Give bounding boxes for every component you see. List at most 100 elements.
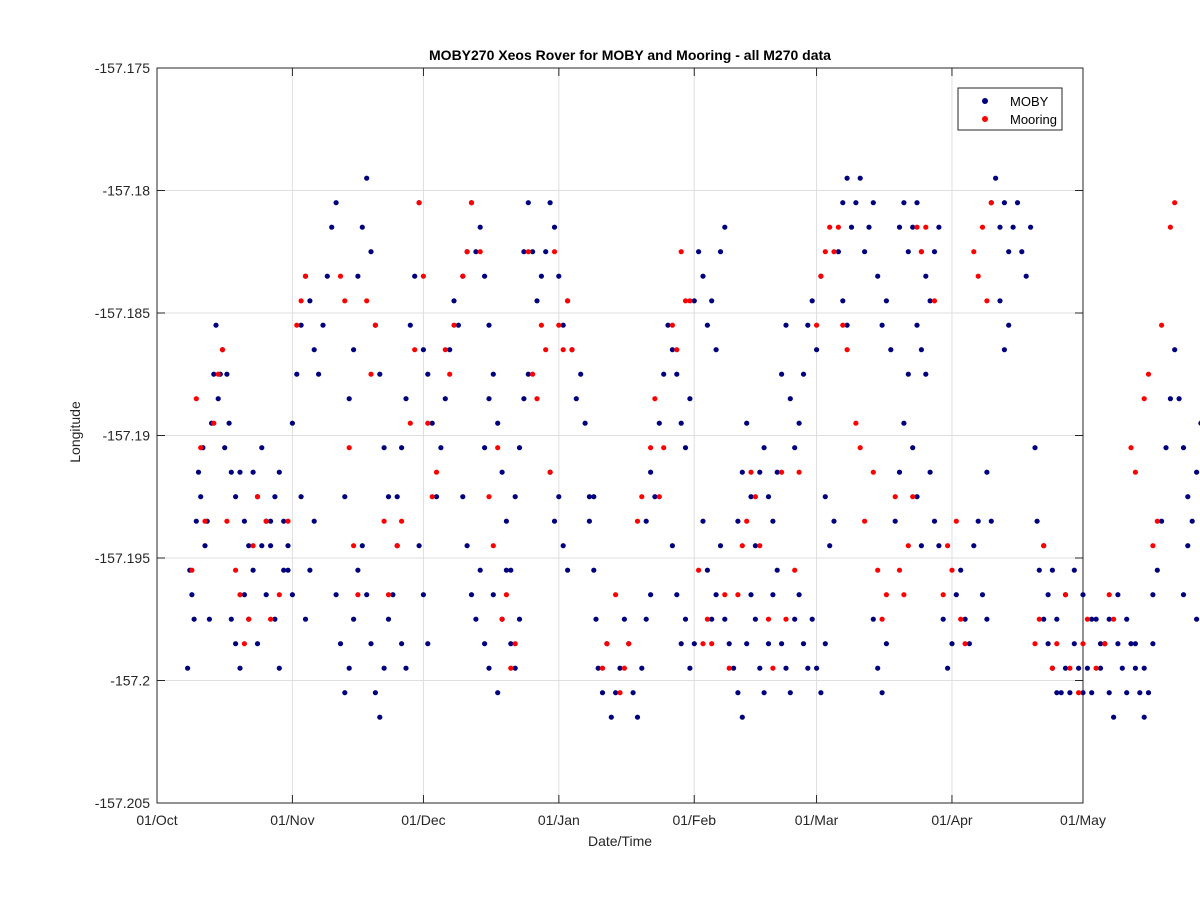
data-point-moby [1093,616,1099,622]
data-point-mooring [381,518,387,524]
data-point-mooring [748,469,754,475]
data-point-mooring [254,494,261,500]
data-point-moby [425,371,431,377]
data-point-moby [997,224,1003,230]
legend[interactable]: MOBY Mooring [957,87,1063,131]
legend-label-moby: MOBY [1010,94,1049,109]
data-point-moby [482,273,488,279]
data-point-moby [958,567,964,573]
tick-marks [156,67,1084,804]
data-point-mooring [560,347,566,353]
data-point-moby [311,347,317,353]
data-point-moby [385,616,392,622]
data-point-moby [477,224,483,230]
data-point-mooring [246,616,252,622]
data-point-moby [870,616,876,622]
data-point-moby [1032,445,1038,451]
data-point-moby [809,298,815,304]
data-point-moby [268,518,274,524]
data-point-moby [652,494,658,500]
data-point-mooring [525,249,531,255]
data-point-moby [691,298,697,304]
data-point-moby [250,567,256,573]
data-point-moby [669,543,676,549]
data-point-moby [1067,690,1073,696]
data-point-moby [901,200,907,206]
data-point-mooring [215,371,221,377]
data-point-mooring [617,690,623,696]
data-point-moby [521,249,527,255]
data-point-mooring [678,249,684,255]
data-point-moby [1028,224,1034,230]
data-point-moby [516,445,523,451]
data-point-moby [822,494,828,500]
data-point-moby [744,641,750,647]
data-point-moby [259,445,265,451]
data-point-mooring [298,298,304,304]
data-point-moby [1180,445,1187,451]
data-point-moby [949,641,955,647]
data-point-moby [390,592,396,598]
data-point-moby [1128,641,1134,647]
data-point-moby [495,420,501,426]
data-point-moby [827,543,833,549]
data-point-moby [573,396,579,402]
data-point-moby [927,469,933,475]
data-point-moby [931,249,938,255]
data-point-moby [630,690,636,696]
data-point-moby [538,273,545,279]
y-tick-label: -157.195 [95,550,150,566]
data-point-moby [254,641,261,647]
data-point-moby [1172,347,1178,353]
data-point-moby [377,714,383,720]
data-point-moby [988,518,994,524]
data-point-mooring [621,665,628,671]
data-point-mooring [1128,445,1134,451]
data-point-moby [1054,690,1060,696]
data-point-mooring [979,224,986,230]
data-point-moby [420,347,426,353]
data-point-mooring [870,469,876,475]
data-point-moby [1058,690,1064,696]
data-point-moby [739,469,745,475]
data-point-moby [748,494,754,500]
data-point-moby [289,592,295,598]
data-point-mooring [285,518,291,524]
data-point-moby [233,494,239,500]
data-point-mooring [988,200,994,206]
data-point-moby [302,616,309,622]
grid-lines [157,68,1083,803]
data-point-moby [193,518,199,524]
data-point-moby [682,616,689,622]
data-point-moby [1111,714,1117,720]
data-point-moby [377,371,383,377]
data-point-mooring [1102,641,1108,647]
data-point-mooring [294,322,300,328]
data-point-moby [709,298,715,304]
data-point-moby [717,249,724,255]
chart-title: MOBY270 Xeos Rover for MOBY and Mooring … [429,47,831,63]
data-point-moby [364,175,370,181]
data-point-moby [752,616,759,622]
data-point-moby [586,494,593,500]
data-point-moby [1014,200,1021,206]
data-point-moby [486,322,492,328]
data-point-moby [765,494,772,500]
data-point-moby [739,714,745,720]
data-point-moby [464,543,470,549]
legend-box [957,87,1063,131]
data-point-mooring [543,347,549,353]
y-tick-label: -157.18 [103,183,151,199]
data-point-mooring [752,494,759,500]
data-point-mooring [1154,518,1160,524]
data-point-moby [1036,567,1042,573]
data-point-moby [704,322,711,328]
data-point-moby [648,469,654,475]
data-point-moby [364,592,370,598]
data-point-mooring [940,592,946,598]
data-point-moby [1071,567,1077,573]
data-point-moby [713,592,719,598]
data-point-moby [840,298,846,304]
data-point-moby [372,690,378,696]
